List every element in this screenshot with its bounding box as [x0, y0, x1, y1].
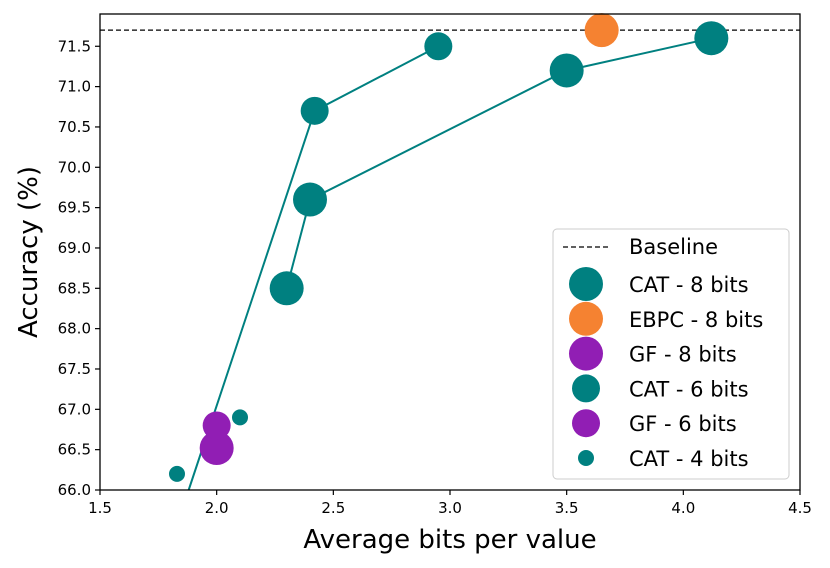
point-cat-4-bits-1 — [169, 465, 185, 482]
legend-label-gf-8-bits: GF - 8 bits — [629, 343, 737, 367]
legend-marker-cat-6-bits — [572, 374, 600, 403]
y-tick-label: 67.5 — [58, 360, 91, 378]
legend-marker-gf-8-bits — [569, 336, 603, 371]
x-tick-label: 2.0 — [205, 499, 229, 517]
x-tick-label: 4.5 — [788, 499, 812, 517]
x-tick-label: 4.0 — [671, 499, 695, 517]
y-tick-label: 68.5 — [58, 279, 91, 297]
legend-label-cat-4-bits: CAT - 4 bits — [629, 447, 749, 471]
point-cat-8-bits-1 — [269, 271, 304, 306]
x-axis-title: Average bits per value — [303, 525, 596, 555]
point-cat-6-bits-1 — [300, 96, 329, 125]
y-tick-label: 68.0 — [58, 320, 91, 338]
point-cat-8-bits-3 — [549, 53, 584, 88]
series-line-2 — [285, 37, 712, 289]
point-cat-8-bits-4 — [694, 21, 729, 56]
y-tick-label: 71.5 — [58, 37, 91, 55]
x-tick-label: 3.5 — [555, 499, 579, 517]
point-gf-8-bits-1 — [199, 431, 234, 466]
point-ebpc-8-bits-1 — [584, 13, 619, 48]
legend-marker-cat-8-bits — [569, 267, 603, 301]
legend-marker-cat-4-bits — [578, 450, 594, 466]
point-cat-6-bits-2 — [424, 32, 453, 61]
y-tick-label: 71.0 — [58, 78, 91, 96]
legend-label-ebpc-8-bits: EBPC - 8 bits — [629, 308, 763, 332]
y-tick-label: 69.5 — [58, 199, 91, 217]
legend-box — [552, 228, 790, 480]
y-tick-label: 67.0 — [58, 400, 91, 418]
point-cat-8-bits-2 — [293, 182, 327, 217]
legend-marker-ebpc-8-bits — [569, 301, 603, 336]
y-tick-label: 66.0 — [58, 481, 91, 499]
y-tick-label: 70.5 — [58, 118, 91, 136]
x-tick-label: 3.0 — [438, 499, 462, 517]
point-cat-4-bits-2 — [232, 409, 248, 426]
legend-label-baseline: Baseline — [629, 235, 718, 259]
y-tick-label: 70.0 — [58, 158, 91, 176]
legend-marker-gf-6-bits — [572, 409, 600, 438]
legend: Baseline CAT - 8 bits EBPC - 8 bits GF - 8… — [552, 228, 790, 480]
legend-label-cat-8-bits: CAT - 8 bits — [629, 273, 749, 297]
legend-label-cat-6-bits: CAT - 6 bits — [629, 377, 749, 401]
y-tick-label: 66.5 — [58, 441, 91, 459]
y-tick-label: 69.0 — [58, 239, 91, 257]
x-tick-label: 1.5 — [88, 499, 112, 517]
x-tick-label: 2.5 — [321, 499, 345, 517]
legend-label-gf-6-bits: GF - 6 bits — [629, 412, 737, 436]
y-axis-title: Accuracy (%) — [14, 166, 44, 338]
point-gf-6-bits-1 — [202, 411, 231, 440]
data-points — [169, 13, 729, 482]
x-axis-ticks: 1.5 2.0 2.5 3.0 3.5 4.0 4.5 — [88, 490, 812, 517]
y-axis-ticks: 66.0 66.5 67.0 67.5 68.0 68.5 69.0 69.5 70.0 70.5… — [58, 37, 100, 499]
